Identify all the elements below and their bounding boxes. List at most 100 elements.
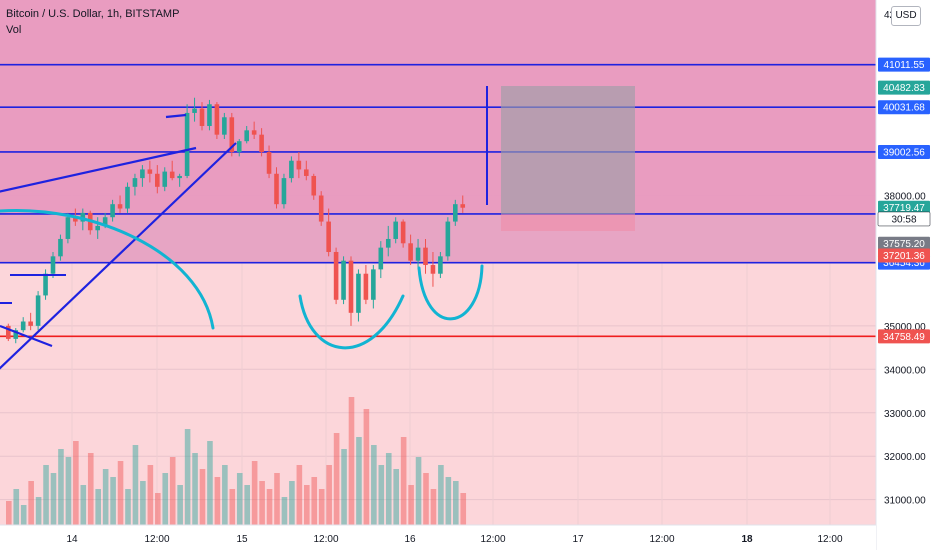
time-tick-label: 12:00	[313, 534, 338, 545]
candle	[363, 273, 369, 300]
candle	[117, 204, 123, 209]
volume-bar	[296, 465, 303, 525]
cup-curve-drawing	[417, 264, 484, 321]
drawings[interactable]	[0, 86, 635, 370]
candle	[304, 169, 309, 176]
volume-bar	[251, 461, 258, 525]
price-tick-label: 32000.00	[884, 452, 926, 463]
volume-bar	[356, 437, 362, 525]
candle	[125, 186, 130, 209]
volume-bar	[378, 465, 385, 525]
price-badge-label: 37575.20	[883, 239, 925, 250]
volume-bar	[95, 489, 101, 525]
price-badge-label: 30:58	[891, 214, 916, 225]
trend-line	[0, 324, 53, 348]
volume-bar	[385, 453, 392, 525]
candle	[356, 273, 361, 313]
volume-bar	[20, 505, 27, 525]
volume-bar	[65, 457, 72, 525]
volume-bar	[184, 429, 191, 525]
candle	[266, 152, 272, 174]
volume-bar	[177, 485, 183, 525]
volume-bar	[393, 469, 399, 525]
volume-bar	[326, 465, 332, 525]
price-badge	[877, 211, 931, 227]
volume-bars	[6, 397, 467, 525]
candle	[274, 173, 279, 205]
time-axis-background	[0, 525, 876, 550]
candle	[95, 225, 100, 231]
volume-bar	[371, 445, 377, 525]
volume-bar	[110, 477, 116, 525]
candle	[13, 330, 19, 339]
volume-bar	[274, 473, 280, 525]
time-tick-label: 14	[66, 534, 78, 545]
candle	[132, 178, 138, 187]
lower-band-zone	[0, 213, 876, 263]
candle	[184, 112, 190, 176]
candle	[438, 256, 443, 274]
candle	[281, 178, 287, 205]
time-axis: 14 12:00 15 12:00 16 12:00 17 12:00 18 12:00	[0, 524, 876, 550]
price-tick-label: 35000.00	[884, 322, 926, 333]
candle	[140, 169, 145, 179]
volume-bar	[318, 489, 325, 525]
cup-curve-drawing	[0, 208, 215, 330]
price-badges: 41011.5540031.6839002.5637575.4836454.36…	[877, 57, 931, 344]
price-badge-label: 36454.36	[883, 258, 925, 269]
candle	[207, 104, 212, 126]
volume-bar	[102, 469, 109, 525]
volume-bar	[214, 477, 221, 525]
candle	[155, 173, 160, 187]
candle	[400, 221, 406, 244]
volume-bar	[50, 473, 57, 525]
volume-bar	[169, 457, 176, 525]
price-badge	[878, 100, 930, 115]
volume-bar	[415, 457, 422, 525]
candle	[415, 247, 421, 261]
volume-bar	[199, 469, 206, 525]
candle	[423, 247, 428, 266]
time-tick-label: 12:00	[480, 534, 505, 545]
volume-bar	[35, 497, 42, 525]
candle	[65, 217, 71, 239]
time-tick-label: 12:00	[649, 534, 674, 545]
candle	[259, 134, 264, 153]
candle	[20, 321, 26, 331]
volume-bar	[363, 409, 370, 525]
currency-button[interactable]: USD	[891, 6, 921, 26]
time-tick-label: 16	[404, 534, 416, 545]
volume-bar	[348, 397, 355, 525]
volume-indicator-label: Vol	[6, 24, 22, 36]
volume-bar	[259, 481, 265, 525]
volume-bar	[13, 489, 20, 525]
volume-bar	[192, 453, 198, 525]
volume-bar	[236, 473, 243, 525]
price-badge-label: 37719.47	[883, 203, 925, 214]
candles[interactable]	[6, 97, 466, 344]
candle	[192, 108, 197, 113]
candle	[460, 204, 466, 208]
volume-bar	[155, 493, 161, 525]
price-badge-label: 41011.55	[884, 60, 925, 71]
candle	[333, 251, 339, 300]
candle	[102, 217, 108, 226]
volume-bar	[162, 473, 169, 525]
candle	[214, 104, 220, 135]
volume-bar	[460, 493, 467, 525]
chart-header: Bitcoin / U.S. Dollar, 1h, BITSTAMP Vol	[6, 6, 179, 38]
candle	[73, 217, 78, 222]
candle	[385, 238, 391, 248]
candle	[35, 295, 41, 326]
candle	[341, 260, 346, 300]
trend-line	[0, 146, 197, 193]
volume-bar	[304, 485, 310, 525]
candle	[169, 171, 175, 179]
volume-bar	[229, 489, 236, 525]
trend-line	[0, 142, 237, 370]
horizontal-levels[interactable]	[0, 63, 876, 338]
volume-bar	[207, 441, 213, 525]
cup-curve-drawing	[298, 294, 405, 350]
